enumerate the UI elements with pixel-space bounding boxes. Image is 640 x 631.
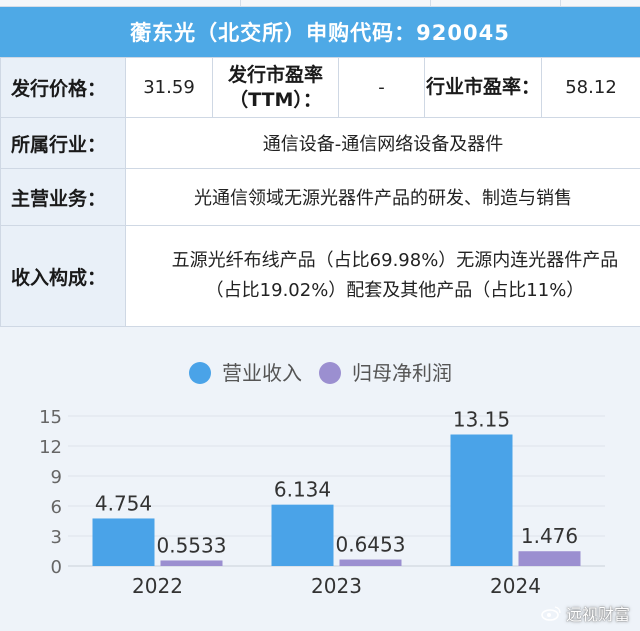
bar-1-2023 <box>271 504 334 566</box>
watermark-text: 远视财富 <box>565 605 630 624</box>
industry-label: 所属行业： <box>0 117 126 169</box>
pe-ttm-label: 发行市盈率（TTM）： <box>212 57 339 118</box>
x-tick-label: 2022 <box>132 574 183 598</box>
revenue-row: 收入构成： 五源光纤布线产品（占比69.98%）无源内连光器件产品（占比19.0… <box>0 225 640 327</box>
business-value: 光通信领域无源光器件产品的研发、制造与销售 <box>125 168 640 226</box>
revenue-value: 五源光纤布线产品（占比69.98%）无源内连光器件产品（占比19.02%）配套及… <box>125 225 640 327</box>
price-row: 发行价格： 31.59 发行市盈率（TTM）： - 行业市盈率： 58.12 <box>0 57 640 118</box>
info-table: 发行价格： 31.59 发行市盈率（TTM）： - 行业市盈率： 58.12 所… <box>0 57 640 327</box>
data-label: 13.15 <box>453 408 510 432</box>
y-tick-label: 3 <box>51 527 62 548</box>
x-tick-label: 2023 <box>311 574 362 598</box>
data-label: 4.754 <box>95 491 152 515</box>
business-row: 主营业务： 光通信领域无源光器件产品的研发、制造与销售 <box>0 168 640 226</box>
data-label: 1.476 <box>521 524 578 548</box>
bar-2-2022 <box>160 560 223 566</box>
industry-pe-value: 58.12 <box>541 57 640 118</box>
legend-label-2: 归母净利润 <box>352 361 452 385</box>
chart-background <box>0 330 640 631</box>
price-value: 31.59 <box>125 57 213 118</box>
industry-row: 所属行业： 通信设备-通信网络设备及器件 <box>0 117 640 169</box>
weibo-icon <box>541 606 561 621</box>
industry-pe-label: 行业市盈率： <box>424 57 542 118</box>
top-strip <box>0 0 640 7</box>
revenue-label: 收入构成： <box>0 225 126 327</box>
legend-marker-2 <box>319 362 341 384</box>
data-label: 6.134 <box>274 478 331 502</box>
industry-value: 通信设备-通信网络设备及器件 <box>125 117 640 169</box>
data-label: 0.6453 <box>336 533 406 557</box>
x-tick-label: 2024 <box>490 574 541 598</box>
legend-marker-1 <box>189 362 211 384</box>
y-tick-label: 0 <box>51 557 62 578</box>
bar-1-2022 <box>92 518 155 566</box>
y-tick-label: 12 <box>39 437 62 458</box>
page-title: 蘅东光（北交所）申购代码：920045 <box>0 7 640 57</box>
y-tick-label: 9 <box>51 467 62 488</box>
bar-1-2024 <box>450 434 513 566</box>
pe-ttm-value: - <box>338 57 425 118</box>
legend-label-1: 营业收入 <box>222 361 302 385</box>
data-label: 0.5533 <box>157 533 227 557</box>
business-label: 主营业务： <box>0 168 126 226</box>
bar-2-2023 <box>339 559 402 566</box>
watermark: 远视财富 <box>540 601 630 625</box>
price-label: 发行价格： <box>0 57 126 118</box>
y-tick-label: 6 <box>51 497 62 518</box>
y-tick-label: 15 <box>39 407 62 428</box>
bar-2-2024 <box>518 551 581 566</box>
